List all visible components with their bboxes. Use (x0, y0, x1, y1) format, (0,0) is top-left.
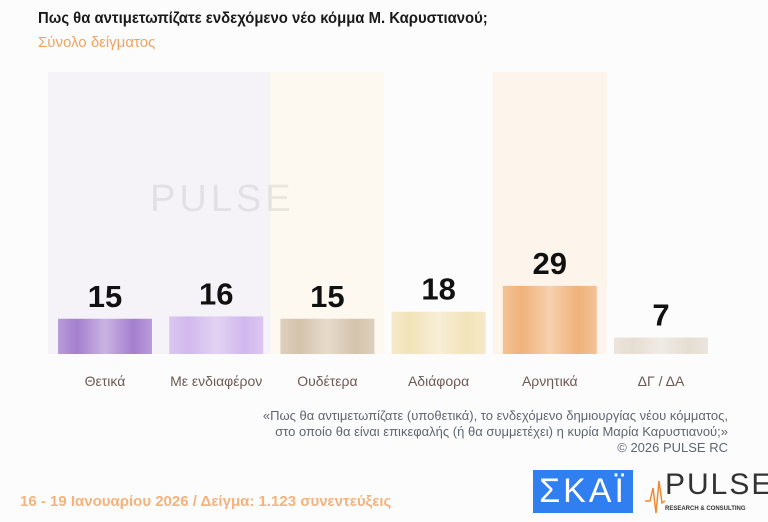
data-label: 16 (199, 276, 233, 311)
category-label: Ουδέτερα (297, 373, 357, 389)
bar (169, 316, 264, 354)
data-label: 15 (88, 279, 122, 314)
question-note: «Πως θα αντιμετωπίζατε (υποθετικά), το ε… (263, 408, 728, 456)
category-label: ΔΓ / ΔΑ (638, 373, 685, 389)
bar (502, 285, 597, 354)
bar-background (159, 72, 274, 354)
chart-subtitle: Σύνολο δείγματος (38, 34, 156, 51)
pulse-wordmark: PULSE (665, 468, 768, 501)
pulse-logo: PULSE RESEARCH & CONSULTING (645, 468, 768, 516)
bar (614, 337, 708, 354)
bar-chart: 15 Θετικά 16 Με ενδιαφέρον 15 Ουδέτερα 18 Αδιάφ… (48, 72, 708, 389)
category-label: Αρνητικά (522, 373, 578, 389)
category-label: Με ενδιαφέρον (170, 373, 262, 389)
data-label: 18 (421, 272, 455, 307)
pulse-watermark: PULSE (150, 178, 295, 220)
data-label: 7 (652, 298, 669, 333)
bar (280, 318, 375, 354)
skai-logo: ΣΚΑΪ (533, 470, 633, 513)
category-label: Θετικά (85, 373, 126, 389)
survey-footer: 16 - 19 Ιανουαρίου 2026 / Δείγμα: 1.123 … (20, 493, 392, 510)
bar (58, 318, 152, 354)
copyright: © 2026 PULSE RC (617, 440, 728, 455)
pulse-subtitle: RESEARCH & CONSULTING (665, 506, 746, 512)
data-label: 29 (533, 246, 567, 281)
data-label: 15 (310, 279, 344, 314)
note-line-1: «Πως θα αντιμετωπίζατε (υποθετικά), το ε… (262, 408, 728, 423)
chart-title: Πως θα αντιμετωπίζατε ενδεχόμενο νέο κόμ… (38, 10, 488, 27)
bar (391, 311, 486, 354)
category-label: Αδιάφορα (408, 373, 469, 389)
note-line-2: στο οποίο θα είναι επικεφαλής (ή θα συμμ… (275, 424, 728, 439)
bar-background (270, 72, 385, 354)
bar-background (48, 72, 162, 354)
